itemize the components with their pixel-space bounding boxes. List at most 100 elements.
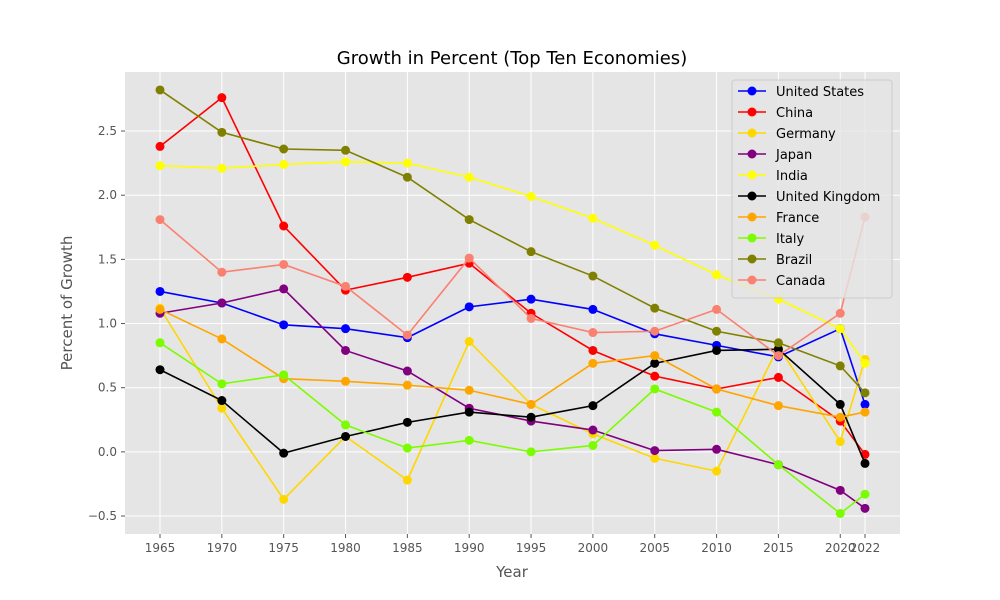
data-point-italy [217,379,227,389]
data-point-france [860,407,870,417]
y-tick-label: 1.0 [98,317,117,331]
data-point-canada [402,330,412,340]
data-point-germany [712,466,722,476]
data-point-italy [650,384,660,394]
legend-box [731,79,893,299]
legend-item-france: France [738,211,819,226]
data-point-united-states [279,320,289,330]
data-point-united-states [341,324,351,334]
legend-marker [747,170,757,180]
data-point-italy [835,508,845,518]
legend-label: China [776,106,813,121]
data-point-united-kingdom [279,448,289,458]
data-point-united-kingdom [155,365,165,375]
data-point-china [773,372,783,382]
data-point-india [588,213,598,223]
data-point-germany [279,494,289,504]
y-tick-label: 0.5 [98,381,117,395]
data-point-italy [402,443,412,453]
data-point-canada [588,328,598,338]
data-point-brazil [835,361,845,371]
data-point-japan [650,446,660,456]
x-tick-label: 2000 [578,541,609,555]
data-point-brazil [588,271,598,281]
data-point-germany [217,403,227,413]
series-layer [155,85,870,518]
legend-label: France [776,211,819,226]
data-point-china [279,221,289,231]
data-point-italy [588,440,598,450]
data-point-germany [835,437,845,447]
data-point-france [835,412,845,422]
data-point-brazil [650,303,660,313]
data-point-united-states [526,294,536,304]
data-point-brazil [712,326,722,336]
legend-label: Japan [775,148,812,163]
data-point-brazil [860,388,870,398]
legend-label: India [776,169,808,184]
legend-label: United Kingdom [776,190,880,205]
data-point-japan [279,284,289,294]
legend-item-brazil: Brazil [738,253,812,268]
data-point-france [773,401,783,411]
data-point-united-kingdom [464,407,474,417]
data-point-india [526,191,536,201]
data-point-germany [650,453,660,463]
x-tick-label: 2005 [639,541,670,555]
x-tick-label: 1965 [145,541,176,555]
x-tick-label: 1990 [454,541,485,555]
legend-item-germany: Germany [738,127,836,142]
data-point-japan [835,485,845,495]
y-tick-label: −0.5 [88,509,117,523]
data-point-france [526,399,536,409]
data-point-united-states [588,304,598,314]
data-point-united-states [860,399,870,409]
series-united-kingdom [155,344,870,468]
data-point-japan [217,298,227,308]
data-point-brazil [402,172,412,182]
data-point-china [217,93,227,103]
data-point-japan [402,366,412,376]
y-axis-ticks: −0.5 0.0 0.5 1.0 1.5 2.0 2.5 [88,124,125,523]
data-point-italy [279,370,289,380]
data-point-united-kingdom [217,396,227,406]
data-point-japan [712,444,722,454]
x-tick-label: 1975 [268,541,299,555]
legend-marker [747,254,757,264]
data-point-china [155,141,165,151]
x-tick-label: 1970 [207,541,238,555]
data-point-united-kingdom [402,417,412,427]
x-tick-label: 2022 [850,541,881,555]
data-point-united-kingdom [526,412,536,422]
data-point-italy [526,447,536,457]
data-point-china [402,272,412,282]
data-point-canada [217,267,227,277]
data-point-france [341,376,351,386]
legend-marker [747,233,757,243]
data-point-germany [402,475,412,485]
data-point-italy [464,435,474,445]
y-tick-label: 1.5 [98,252,117,266]
data-point-japan [588,425,598,435]
data-point-france [588,358,598,368]
data-point-brazil [341,145,351,155]
data-point-france [650,351,660,361]
data-point-india [341,157,351,167]
x-tick-label: 1995 [516,541,547,555]
data-point-united-kingdom [712,345,722,355]
x-axis-ticks: 1965 1970 1975 1980 1985 1990 1995 2000 2005 2010… [145,534,881,555]
data-point-canada [341,281,351,291]
legend-item-italy: Italy [738,232,805,247]
data-point-canada [464,253,474,263]
data-point-india [402,158,412,168]
data-point-brazil [279,144,289,154]
data-point-united-kingdom [773,344,783,354]
data-point-france [217,334,227,344]
data-point-france [464,385,474,395]
data-point-italy [860,489,870,499]
data-point-italy [155,338,165,348]
y-tick-label: 0.0 [98,445,117,459]
data-point-japan [860,503,870,513]
data-point-united-kingdom [650,358,660,368]
legend-label: United States [776,85,864,100]
